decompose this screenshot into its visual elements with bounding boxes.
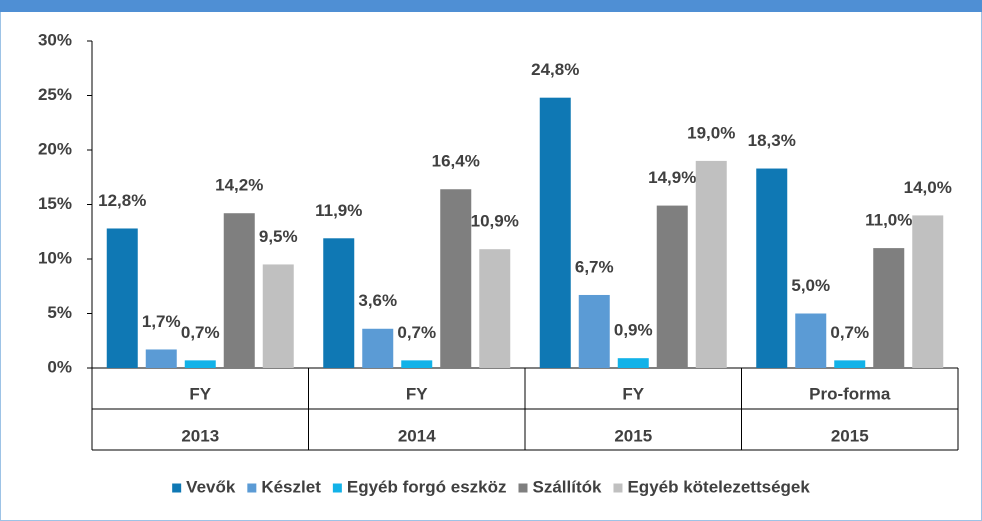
bar	[106, 228, 138, 368]
legend-label: Készlet	[261, 477, 321, 496]
y-tick-label: 10%	[38, 248, 72, 267]
x-tick-label: FY	[622, 384, 644, 403]
legend-marker	[332, 483, 342, 493]
bar	[656, 205, 688, 368]
bar	[617, 358, 649, 368]
x-tick-label: 2015	[614, 426, 652, 445]
bar	[440, 189, 472, 368]
bar	[834, 360, 866, 368]
value-label: 6,7%	[575, 257, 614, 276]
legend-marker	[613, 483, 623, 493]
bar	[362, 328, 394, 368]
value-label: 3,6%	[358, 291, 397, 310]
value-label: 11,0%	[865, 211, 912, 230]
value-label: 14,9%	[648, 168, 696, 187]
y-tick-label: 30%	[38, 30, 72, 49]
x-tick-label: 2015	[831, 426, 869, 445]
header-bar	[0, 0, 982, 12]
x-tick-label: FY	[406, 384, 428, 403]
bar	[145, 349, 177, 368]
legend-marker	[247, 483, 257, 493]
x-tick-label: 2013	[181, 426, 219, 445]
y-tick-label: 5%	[47, 303, 72, 322]
value-label: 12,8%	[98, 191, 146, 210]
value-label: 16,4%	[432, 152, 480, 171]
value-label: 24,8%	[531, 60, 579, 79]
value-label: 14,2%	[215, 176, 263, 195]
value-label: 10,9%	[471, 212, 519, 231]
y-tick-label: 15%	[38, 194, 72, 213]
bar	[479, 249, 511, 368]
legend-marker	[172, 483, 182, 493]
bar	[795, 313, 827, 368]
bar	[262, 264, 294, 368]
x-tick-label: Pro-forma	[809, 384, 891, 403]
value-label: 9,5%	[259, 227, 298, 246]
value-label: 1,7%	[142, 312, 181, 331]
bar	[223, 213, 255, 368]
bar	[873, 248, 905, 368]
bar	[184, 360, 216, 368]
bar	[401, 360, 433, 368]
value-label: 11,9%	[315, 201, 362, 220]
y-tick-label: 20%	[38, 139, 72, 158]
value-label: 0,7%	[181, 323, 220, 342]
value-label: 19,0%	[687, 123, 735, 142]
bar	[539, 97, 571, 369]
bar	[756, 168, 788, 368]
x-tick-label: FY	[189, 384, 211, 403]
value-label: 18,3%	[748, 131, 796, 150]
bar	[323, 238, 355, 368]
legend-marker	[518, 483, 528, 493]
x-tick-label: 2014	[398, 426, 436, 445]
value-label: 14,0%	[904, 178, 952, 197]
bar	[912, 215, 944, 368]
value-label: 5,0%	[791, 276, 830, 295]
value-label: 0,7%	[397, 323, 436, 342]
bar	[578, 294, 610, 368]
bar	[695, 160, 727, 368]
y-tick-label: 0%	[47, 357, 72, 376]
legend-label: Egyéb forgó eszköz	[347, 477, 507, 496]
value-label: 0,9%	[614, 321, 653, 340]
legend-label: Egyéb kötelezettségek	[627, 477, 810, 496]
y-tick-label: 25%	[38, 85, 72, 104]
legend-label: Szállítók	[533, 477, 603, 496]
value-label: 0,7%	[830, 323, 869, 342]
legend-label: Vevők	[186, 477, 236, 496]
